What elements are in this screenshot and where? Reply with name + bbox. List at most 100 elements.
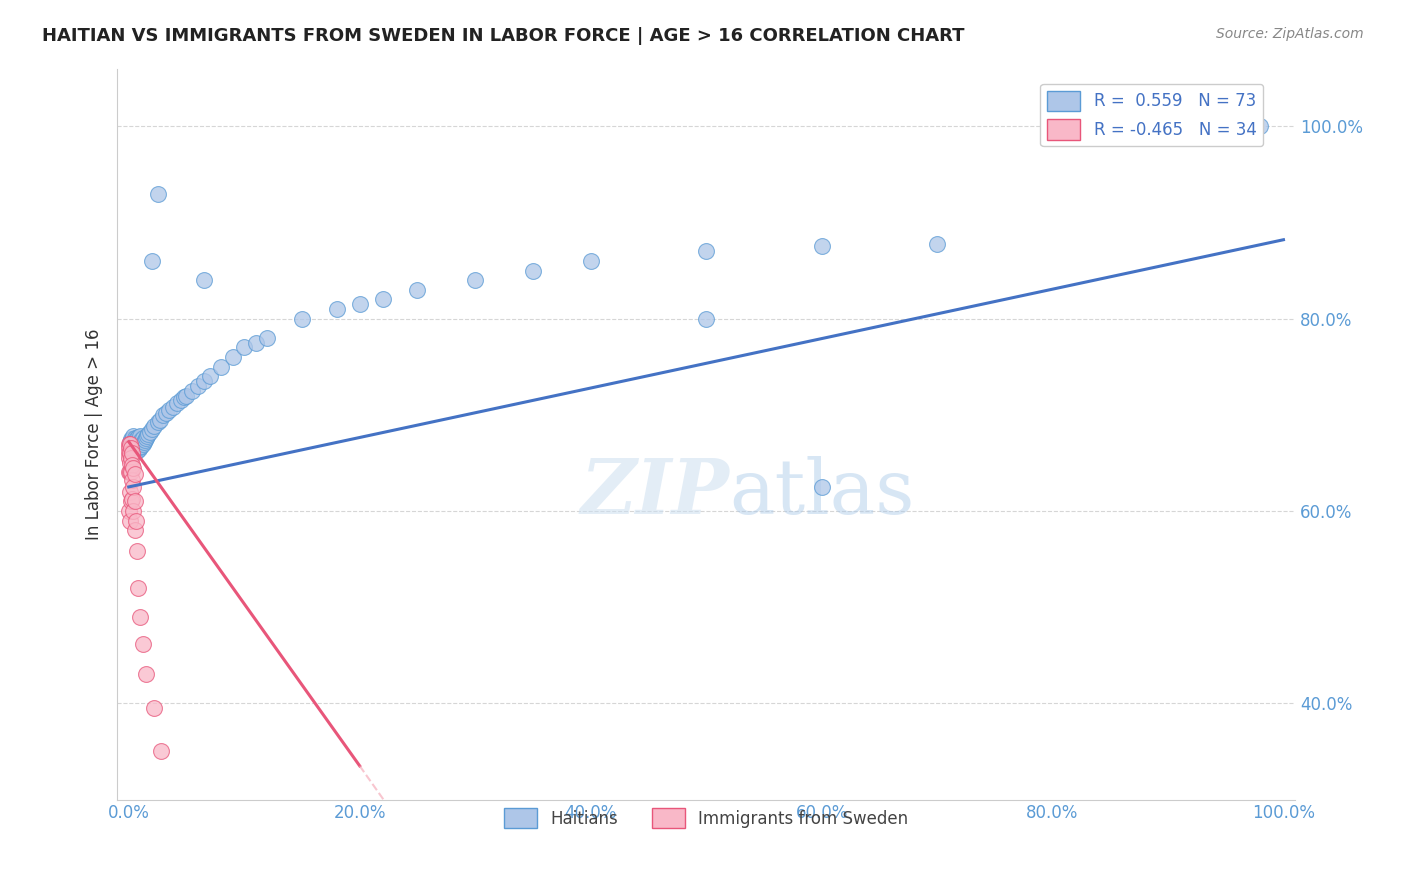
Point	[118, 442, 141, 456]
Point	[925, 236, 948, 251]
Point	[193, 273, 215, 287]
Point	[120, 494, 142, 508]
Point	[121, 473, 143, 487]
Point	[131, 431, 153, 445]
Point	[124, 431, 146, 445]
Point	[118, 446, 141, 460]
Point	[124, 442, 146, 457]
Point	[193, 374, 215, 388]
Point	[810, 239, 832, 253]
Point	[157, 403, 180, 417]
Point	[124, 523, 146, 537]
Point	[221, 350, 243, 364]
Point	[173, 391, 195, 405]
Point	[135, 431, 157, 445]
Point	[406, 283, 429, 297]
Point	[170, 393, 193, 408]
Point	[122, 504, 145, 518]
Point	[118, 436, 141, 450]
Point	[120, 451, 142, 466]
Point	[121, 446, 143, 460]
Point	[131, 637, 153, 651]
Point	[810, 480, 832, 494]
Point	[120, 466, 142, 480]
Point	[187, 379, 209, 393]
Point	[155, 406, 177, 420]
Point	[125, 444, 148, 458]
Point	[128, 436, 150, 450]
Point	[122, 460, 145, 475]
Point	[122, 444, 145, 458]
Point	[129, 609, 152, 624]
Point	[256, 331, 278, 345]
Point	[125, 544, 148, 558]
Point	[118, 484, 141, 499]
Point	[695, 311, 717, 326]
Point	[134, 433, 156, 447]
Point	[131, 433, 153, 447]
Point	[121, 436, 143, 450]
Point	[121, 432, 143, 446]
Point	[198, 369, 221, 384]
Point	[118, 456, 141, 470]
Point	[118, 451, 141, 466]
Point	[141, 422, 163, 436]
Point	[135, 667, 157, 681]
Point	[127, 581, 149, 595]
Point	[166, 396, 188, 410]
Point	[124, 434, 146, 449]
Point	[464, 273, 486, 287]
Point	[150, 744, 173, 758]
Point	[124, 432, 146, 446]
Point	[325, 301, 347, 316]
Point	[128, 442, 150, 457]
Point	[120, 439, 142, 453]
Point	[122, 480, 145, 494]
Point	[124, 494, 146, 508]
Point	[152, 408, 174, 422]
Point	[1249, 120, 1271, 134]
Point	[143, 701, 166, 715]
Point	[131, 436, 153, 450]
Point	[120, 432, 142, 446]
Point	[146, 416, 169, 430]
Point	[118, 514, 141, 528]
Point	[124, 439, 146, 453]
Legend: Haitians, Immigrants from Sweden: Haitians, Immigrants from Sweden	[498, 801, 915, 835]
Point	[121, 458, 143, 472]
Point	[245, 335, 267, 350]
Point	[233, 341, 256, 355]
Point	[138, 427, 160, 442]
Point	[118, 466, 141, 480]
Point	[124, 436, 146, 450]
Point	[118, 466, 141, 480]
Point	[121, 442, 143, 456]
Point	[120, 442, 142, 456]
Point	[127, 435, 149, 450]
Point	[291, 311, 314, 326]
Point	[129, 429, 152, 443]
Text: HAITIAN VS IMMIGRANTS FROM SWEDEN IN LABOR FORCE | AGE > 16 CORRELATION CHART: HAITIAN VS IMMIGRANTS FROM SWEDEN IN LAB…	[42, 27, 965, 45]
Point	[118, 436, 141, 450]
Point	[122, 434, 145, 449]
Point	[695, 244, 717, 259]
Point	[118, 446, 141, 460]
Point	[121, 446, 143, 460]
Point	[522, 263, 544, 277]
Point	[181, 384, 204, 398]
Point	[129, 434, 152, 449]
Point	[209, 359, 232, 374]
Point	[125, 433, 148, 447]
Y-axis label: In Labor Force | Age > 16: In Labor Force | Age > 16	[86, 328, 103, 540]
Point	[129, 441, 152, 455]
Point	[118, 436, 141, 450]
Point	[162, 400, 184, 414]
Point	[118, 504, 141, 518]
Point	[371, 293, 394, 307]
Point	[132, 434, 155, 449]
Point	[118, 434, 141, 449]
Point	[143, 419, 166, 434]
Text: atlas: atlas	[730, 456, 915, 530]
Point	[146, 186, 169, 201]
Point	[121, 492, 143, 507]
